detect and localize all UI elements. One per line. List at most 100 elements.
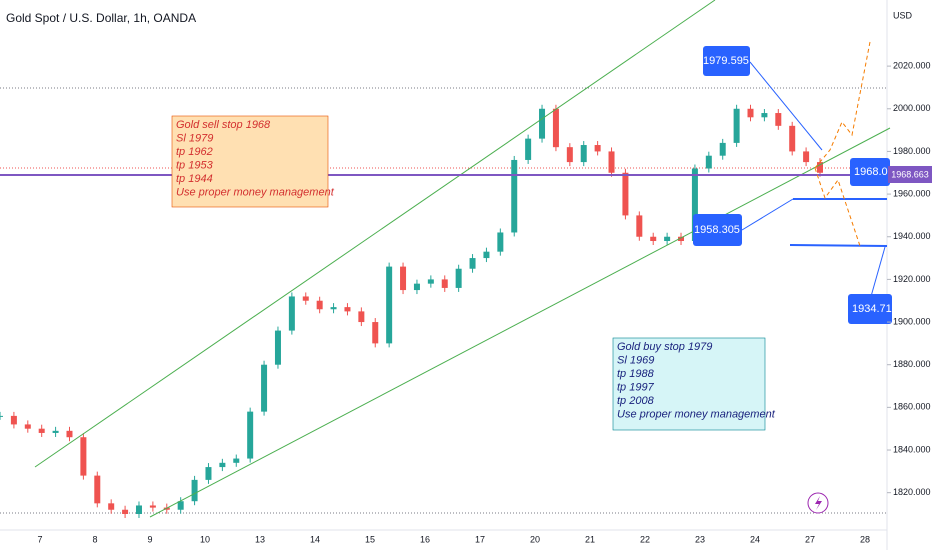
currency: USD [893, 10, 913, 20]
x-tick-label: 23 [695, 534, 705, 544]
candle [650, 236, 657, 242]
candle [205, 467, 212, 480]
x-tick-label: 21 [585, 534, 595, 544]
candle [733, 108, 740, 143]
candle [539, 108, 546, 139]
event-icon-bolt [815, 496, 822, 510]
title-bg [0, 0, 300, 34]
candle [66, 430, 73, 438]
candle [566, 147, 573, 163]
candle [344, 307, 351, 312]
y-tick-label: 1820.000 [893, 487, 931, 497]
candle [789, 125, 796, 152]
x-tick-label: 17 [475, 534, 485, 544]
note-line: tp 1962 [176, 146, 213, 158]
projection-down [814, 167, 861, 247]
y-tick-label: 1940.000 [893, 231, 931, 241]
x-tick-label: 16 [420, 534, 430, 544]
candle [719, 142, 726, 156]
price-label: 1958.305 [694, 224, 740, 236]
candle [497, 232, 504, 252]
callout-line [741, 198, 794, 231]
candle [10, 415, 17, 425]
label-box [693, 214, 742, 246]
note-line: tp 1944 [176, 173, 213, 185]
candle [38, 428, 45, 433]
candle [191, 479, 198, 502]
candle [400, 266, 407, 291]
candle [441, 279, 448, 288]
candle [817, 162, 823, 173]
note-line: Sl 1969 [617, 354, 654, 366]
x-tick-label: 22 [640, 534, 650, 544]
note-line: Use proper money management [176, 186, 335, 198]
candle [803, 151, 810, 163]
candle [678, 236, 685, 242]
candle [24, 424, 31, 429]
candle [149, 505, 156, 508]
price-label: 1934.714 [852, 303, 898, 315]
candle [94, 475, 101, 504]
candle [636, 215, 643, 237]
note-line: tp 1997 [617, 381, 655, 393]
y-tick-label: 1980.000 [893, 146, 931, 156]
candle [413, 283, 420, 291]
y-tick-label: 1860.000 [893, 402, 931, 412]
note-line: tp 1988 [617, 368, 655, 380]
callout-line [869, 246, 886, 301]
candle [219, 462, 226, 468]
x-tick-label: 24 [750, 534, 760, 544]
y-tick-label: 1920.000 [893, 274, 931, 284]
candle [135, 505, 142, 515]
candle [775, 113, 782, 126]
candle [580, 145, 587, 163]
x-tick-label: 13 [255, 534, 265, 544]
candle [372, 322, 379, 344]
candle [469, 258, 476, 269]
sell-note-box [171, 115, 329, 208]
candle [108, 503, 115, 510]
candle [511, 159, 518, 233]
projection-up [814, 41, 871, 169]
candle [358, 311, 365, 323]
candle [691, 168, 698, 242]
label-box [848, 294, 892, 324]
x-tick-label: 27 [805, 534, 815, 544]
level-line [789, 244, 888, 247]
y-tick-label: 1880.000 [893, 359, 931, 369]
buy-note-box [612, 337, 766, 431]
candle [330, 307, 337, 310]
candle [302, 296, 309, 301]
chart-title: Gold Spot / U.S. Dollar, 1h, OANDA [6, 11, 196, 25]
y-tick-label: 2020.000 [893, 60, 931, 70]
x-tick-label: 20 [530, 534, 540, 544]
x-tick-label: 8 [92, 534, 97, 544]
label-box [850, 158, 890, 186]
note-line: tp 2008 [617, 395, 655, 407]
candle [664, 236, 671, 242]
x-tick-label: 28 [860, 534, 870, 544]
candle [288, 296, 295, 331]
candle [761, 113, 768, 118]
candle [552, 108, 559, 148]
price-label: 1968.00 [854, 166, 894, 178]
candle [622, 172, 629, 216]
y-tick-label: 1900.000 [893, 316, 931, 326]
note-line: tp 1953 [176, 159, 214, 171]
candle [747, 108, 754, 118]
x-tick-label: 10 [200, 534, 210, 544]
y-tick-label: 1960.000 [893, 188, 931, 198]
candle [427, 279, 434, 284]
y-tick-label: 1840.000 [893, 444, 931, 454]
y-tick-label: 2000.000 [893, 103, 931, 113]
x-tick-label: 15 [365, 534, 375, 544]
candle [80, 437, 87, 476]
x-tick-label: 7 [37, 534, 42, 544]
candle [455, 268, 462, 288]
channel-upper [34, 0, 716, 468]
candle [261, 364, 268, 412]
note-line: Sl 1979 [176, 132, 213, 144]
candle [316, 300, 323, 310]
